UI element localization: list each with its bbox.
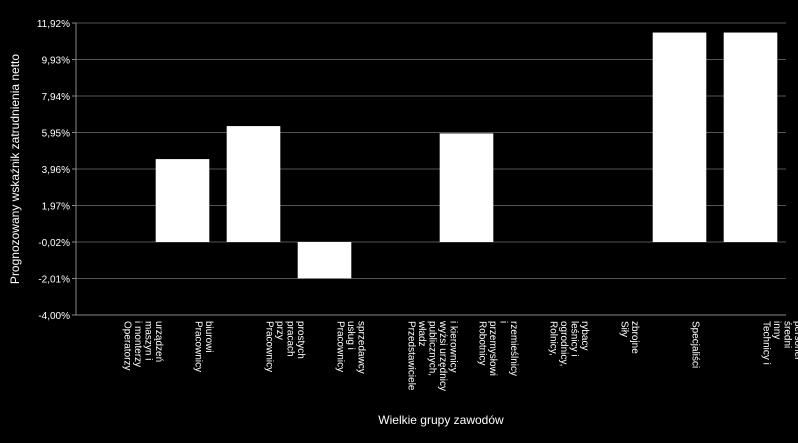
x-tick-label: Przedstawicielewładzpublicznych,wyżsi ur… (406, 320, 459, 391)
x-tick-label-line: prostych (295, 321, 306, 359)
x-tick-label: Operatorzyi monterzymaszyn iurządzeń (122, 321, 165, 370)
x-tick-label-line: wyżsi urzędnicy (437, 320, 448, 391)
y-axis-title: Prognozowany wskaźnik zatrudnienia netto (8, 54, 22, 284)
x-tick-label-line: maszyn i (143, 321, 154, 360)
x-tick-label-line: urządzeń (153, 321, 164, 362)
x-tick-label: Siłyzbrojne (619, 321, 641, 354)
x-tick-label-line: pracach (285, 321, 296, 357)
x-tick-label: Pracownicybiurowi (193, 321, 215, 372)
x-tick-label-line: i kierownicy (448, 321, 459, 373)
x-tick-label-line: Pracownicy (193, 321, 204, 372)
bar (653, 33, 707, 242)
x-tick-label-line: przemysłowi (487, 321, 498, 376)
x-tick-label: Robotnicyprzemysłowiirzemieślnicy (477, 321, 520, 376)
x-tick-label-line: zbrojne (629, 321, 640, 354)
y-tick-label: 11,92% (37, 19, 70, 30)
x-tick-label: Pracownicyprzypracachprostych (264, 321, 307, 372)
x-tick-label-line: ogrodnicy, (558, 321, 569, 366)
bar (156, 159, 210, 242)
bar (298, 242, 352, 278)
x-tick-label-line: Technicy i (761, 321, 772, 365)
x-tick-label-line: Siły (619, 321, 630, 337)
x-tick-label-line: i monterzy (132, 321, 143, 367)
y-tick-label: -0,02% (38, 238, 70, 249)
x-tick-label-line: publicznych, (427, 321, 438, 376)
x-tick-label-line: Pracownicy (335, 321, 346, 372)
y-tick-label: 9,93% (42, 56, 70, 67)
y-tick-label: 7,94% (42, 92, 70, 103)
x-tick-label-line: Rolnicy, (548, 321, 559, 356)
bar (227, 126, 281, 242)
x-tick-label-line: inny (771, 321, 782, 339)
x-tick-label-line: biurowi (203, 321, 214, 353)
x-tick-label-line: władz (416, 320, 427, 347)
x-tick-label-line: sprzedawcy (356, 321, 367, 374)
x-tick-label-line: leśnicy i (569, 321, 580, 357)
x-tick-label-line: usług i (345, 321, 356, 350)
y-tick-label: 1,97% (42, 202, 70, 213)
x-tick-label-line: rzemieślnicy (508, 321, 519, 376)
bar (724, 33, 778, 242)
y-tick-label: 3,96% (42, 165, 70, 176)
bar (440, 133, 494, 242)
y-tick-label: -2,01% (38, 275, 70, 286)
x-tick-label: Specjaliści (690, 321, 701, 368)
x-tick-label-line: przy (274, 321, 285, 340)
x-axis-title: Wielkie grupy zawodów (378, 413, 504, 427)
x-tick-label: Technicy iinnyśrednipersonel (761, 321, 798, 365)
x-tick-label-line: rybacy (579, 321, 590, 350)
x-tick-label-line: Operatorzy (122, 321, 133, 370)
y-tick-label: -4,00% (38, 311, 70, 322)
x-tick-label-line: personel (792, 321, 798, 359)
x-tick-label-line: Specjaliści (690, 321, 701, 368)
x-tick-label-line: Pracownicy (264, 321, 275, 372)
x-tick-label-line: średni (782, 321, 793, 348)
x-tick-label-line: Robotnicy (477, 321, 488, 365)
y-tick-label: 5,95% (42, 129, 70, 140)
x-tick-label: Pracownicyusług isprzedawcy (335, 321, 367, 374)
x-tick-label-line: i (498, 321, 509, 323)
x-tick-label: Rolnicy,ogrodnicy,leśnicy irybacy (548, 321, 591, 366)
x-tick-label-line: Przedstawiciele (406, 321, 417, 391)
